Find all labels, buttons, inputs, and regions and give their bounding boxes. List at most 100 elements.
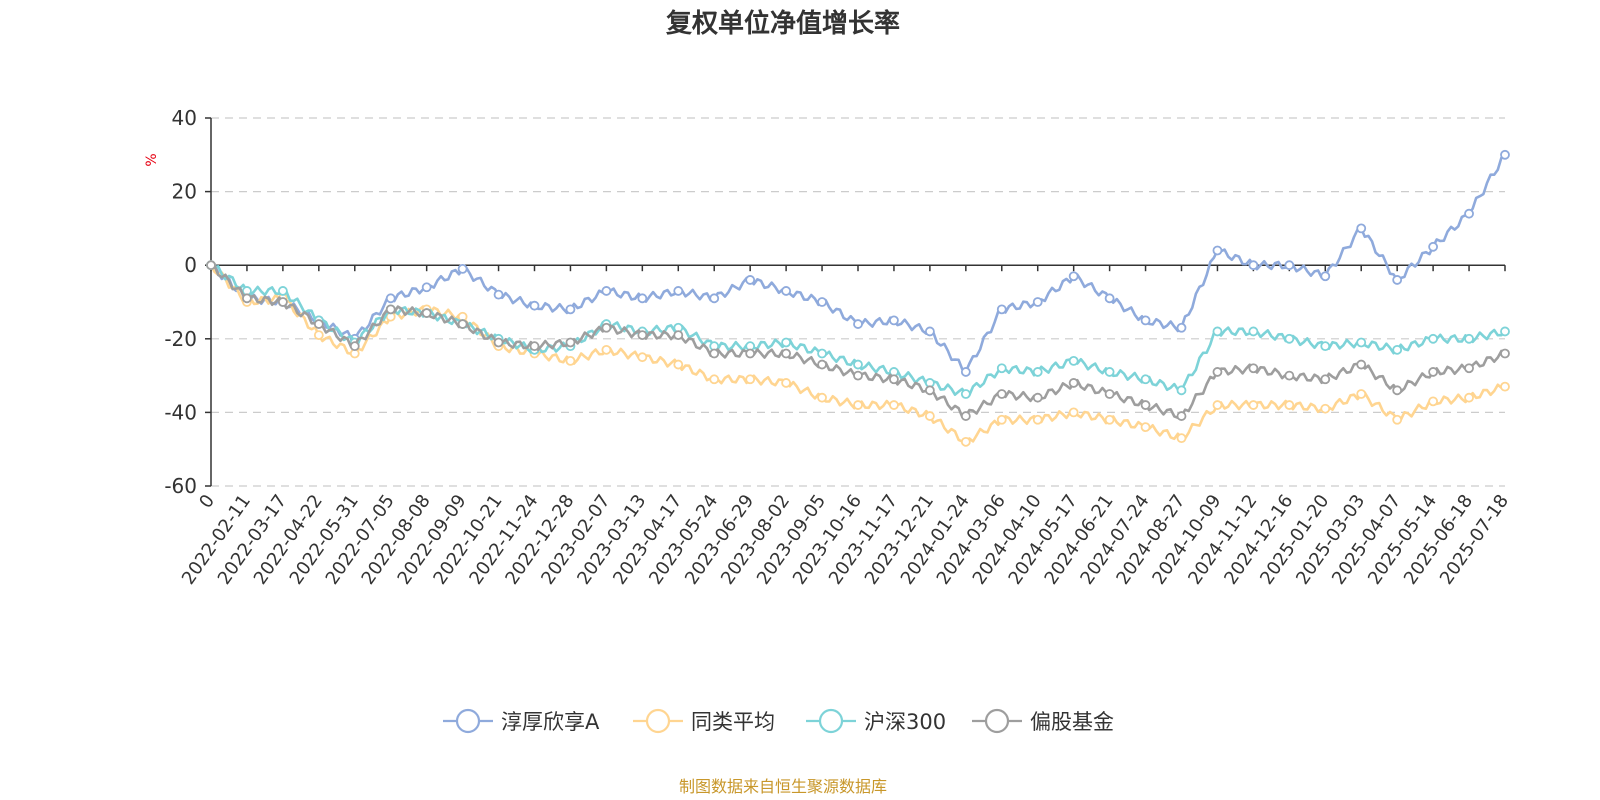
data-point: [1428, 396, 1439, 407]
data-point: [745, 348, 756, 359]
data-point: [1356, 359, 1367, 370]
data-point: [1464, 392, 1474, 403]
source-note: 制图数据来自恒生聚源数据库: [679, 777, 887, 796]
y-tick-label: 20: [172, 180, 197, 204]
data-point: [601, 286, 612, 296]
data-point: [924, 326, 935, 337]
data-point: [349, 341, 360, 352]
data-point: [1068, 271, 1079, 282]
data-point: [1500, 149, 1510, 160]
data-point: [601, 322, 612, 333]
data-point: [889, 400, 899, 410]
data-point: [673, 359, 684, 370]
y-axis-unit: %: [144, 153, 160, 166]
data-point: [889, 374, 899, 385]
data-point: [1284, 333, 1295, 344]
data-point: [960, 411, 971, 421]
data-point: [1284, 400, 1295, 410]
data-point: [1392, 344, 1403, 355]
data-point: [565, 355, 576, 366]
data-point: [1104, 367, 1115, 377]
legend-item-1[interactable]: 同类平均: [633, 708, 775, 734]
data-point: [277, 297, 288, 307]
data-point: [1320, 403, 1331, 414]
data-point: [1068, 355, 1079, 366]
data-point: [242, 293, 252, 304]
legend[interactable]: 淳厚欣享A 同类平均 沪深300 偏股基金: [443, 708, 1114, 734]
data-point: [1248, 260, 1259, 271]
data-point: [1392, 275, 1403, 285]
data-point: [996, 414, 1007, 425]
legend-marker: [984, 708, 1010, 734]
data-point: [960, 389, 971, 399]
data-point: [313, 330, 324, 341]
data-point: [1284, 260, 1295, 271]
data-point: [1464, 363, 1474, 374]
data-point: [637, 352, 648, 363]
data-point: [1500, 348, 1510, 359]
data-point: [1356, 223, 1367, 234]
axes: 40200-20-40-6002022-02-112022-03-172022-…: [164, 106, 1513, 589]
data-point: [996, 363, 1007, 374]
data-point: [1284, 370, 1295, 381]
series-0: [206, 149, 1510, 377]
legend-marker: [818, 708, 844, 734]
legend-item-0[interactable]: 淳厚欣享A: [443, 708, 600, 734]
legend-item-3[interactable]: 偏股基金: [972, 708, 1114, 734]
data-point: [421, 282, 432, 293]
data-point: [1176, 385, 1187, 396]
data-point: [1500, 381, 1510, 392]
data-point: [1068, 407, 1079, 418]
y-tick-label: -60: [164, 474, 197, 498]
data-point: [996, 304, 1007, 315]
data-point: [313, 319, 324, 329]
data-point: [1140, 315, 1151, 326]
data-point: [709, 293, 720, 304]
data-point: [817, 392, 827, 403]
grid: [211, 117, 1505, 487]
data-point: [673, 330, 684, 341]
data-point: [1428, 241, 1439, 252]
data-point: [1464, 208, 1474, 219]
data-point: [1356, 337, 1367, 348]
data-point: [1500, 326, 1510, 337]
data-point: [853, 359, 863, 370]
series-1: [206, 260, 1510, 447]
series-3: [206, 260, 1510, 421]
data-point: [493, 337, 504, 348]
legend-item-2[interactable]: 沪深300: [806, 708, 946, 734]
legend-label: 淳厚欣享A: [501, 710, 600, 734]
data-point: [709, 348, 720, 359]
data-point: [1176, 322, 1187, 333]
data-point: [565, 304, 576, 315]
data-point: [817, 348, 827, 359]
data-point: [673, 286, 684, 296]
legend-marker: [645, 708, 671, 734]
data-point: [1140, 374, 1151, 385]
data-point: [385, 293, 396, 304]
data-point: [1212, 245, 1223, 256]
data-point: [1140, 422, 1151, 433]
data-point: [1392, 414, 1403, 425]
data-point: [637, 293, 648, 304]
data-point: [1104, 414, 1115, 425]
data-point: [781, 378, 792, 388]
data-point: [206, 260, 216, 271]
data-point: [1248, 326, 1259, 337]
data-point: [601, 344, 612, 355]
data-point: [1032, 414, 1043, 425]
data-point: [960, 367, 971, 377]
legend-label: 沪深300: [864, 710, 946, 734]
data-point: [1104, 293, 1115, 304]
data-point: [277, 286, 288, 296]
data-point: [1032, 297, 1043, 307]
data-point: [1320, 341, 1331, 352]
data-point: [1140, 400, 1151, 410]
data-point: [1392, 385, 1403, 396]
data-point: [457, 263, 468, 274]
y-tick-label: -20: [164, 327, 197, 351]
data-point: [745, 275, 756, 285]
data-point: [1176, 433, 1187, 444]
data-point: [1428, 367, 1439, 377]
